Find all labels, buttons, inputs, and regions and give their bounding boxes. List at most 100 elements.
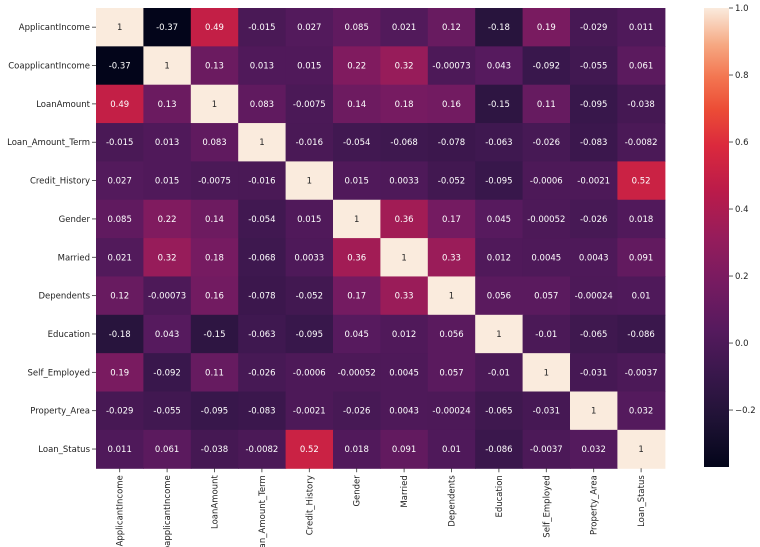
y-tick-label-coapplicantincome: CoapplicantIncome [8, 62, 90, 72]
heatmap-cell-coapplicantincome-self-employed [522, 46, 571, 86]
cell-value-label: 0.091 [392, 445, 416, 455]
heatmap-cell-credit-history-education [475, 161, 524, 201]
heatmap-cell-self-employed-credit-history [285, 353, 334, 393]
x-tick-label-loan-status: Loan_Status [637, 475, 647, 527]
cell-value-label: -0.00052 [338, 368, 376, 378]
cell-value-label: -0.00052 [527, 215, 565, 225]
cell-value-label: 0.021 [392, 23, 416, 33]
heatmap-cell-self-employed-loan-status [617, 353, 666, 393]
heatmap-cell-credit-history-gender [333, 161, 381, 201]
cell-value-label: 0.14 [347, 100, 366, 110]
cell-value-label: -0.086 [485, 445, 512, 455]
heatmap-cell-property-area-loan-amount-term [238, 391, 287, 431]
colorbar-tick-label: 0.2 [735, 272, 749, 282]
heatmap-cell-dependents-gender [333, 276, 381, 316]
cell-value-label: -0.078 [248, 292, 275, 302]
heatmap-cell-education-dependents [427, 314, 476, 354]
cell-value-label: 1 [354, 215, 359, 225]
heatmap-cell-education-loanamount [190, 314, 239, 354]
heatmap-cell-applicantincome-gender [333, 8, 381, 47]
cell-value-label: 0.17 [347, 292, 366, 302]
heatmap-cell-gender-loanamount [190, 199, 239, 239]
heatmap-cell-labels: 1 -0.37 0.49 -0.015 0.027 0.085 0.021 0.12 -0.18… [106, 23, 658, 455]
cell-value-label: -0.095 [201, 407, 228, 417]
heatmap-cell-loanamount-property-area [570, 84, 618, 124]
cell-value-label: 0.045 [487, 215, 511, 225]
cell-value-label: -0.086 [627, 330, 654, 340]
heatmap-cell-self-employed-applicantincome [96, 353, 144, 393]
heatmap-cell-loan-status-loanamount [190, 429, 239, 469]
cell-value-label: 0.0043 [389, 407, 419, 417]
cell-value-label: -0.026 [248, 368, 275, 378]
heatmap-cell-married-applicantincome [96, 238, 144, 278]
heatmap-cell-coapplicantincome-loan-amount-term [238, 46, 287, 86]
heatmap-cell-credit-history-dependents [427, 161, 476, 201]
cell-value-label: 0.49 [110, 100, 129, 110]
cell-value-label: -0.052 [438, 177, 465, 187]
heatmap-cell-married-credit-history [285, 238, 334, 278]
heatmap-cell-loan-amount-term-married [380, 123, 429, 162]
cell-value-label: -0.029 [106, 407, 133, 417]
cell-value-label: -0.015 [106, 138, 133, 148]
cell-value-label: -0.015 [248, 23, 275, 33]
cell-value-label: 0.13 [205, 62, 224, 72]
heatmap-cell-self-employed-education [475, 353, 524, 393]
cell-value-label: 0.16 [442, 100, 461, 110]
y-tick-label-education: Education [48, 330, 90, 340]
cell-value-label: 0.01 [442, 445, 461, 455]
heatmap-cell-loan-amount-term-education [475, 123, 524, 162]
cell-value-label: -0.029 [580, 23, 607, 33]
heatmap-cell-married-education [475, 238, 524, 278]
heatmap-cell-applicantincome-dependents [427, 8, 476, 47]
y-tick-label-loanamount: LoanAmount [36, 100, 90, 110]
cell-value-label: 0.52 [300, 445, 319, 455]
cell-value-label: -0.063 [485, 138, 512, 148]
heatmap-cell-gender-gender [333, 199, 381, 239]
heatmap-cell-loanamount-married [380, 84, 429, 124]
heatmap-cell-gender-credit-history [285, 199, 334, 239]
heatmap-cell-dependents-property-area [570, 276, 618, 316]
heatmap-cell-loanamount-coapplicantincome [143, 84, 192, 124]
y-tick-label-dependents: Dependents [38, 292, 90, 302]
heatmap-cell-loan-status-applicantincome [96, 429, 144, 469]
cell-value-label: -0.00024 [432, 407, 470, 417]
cell-value-label: -0.095 [580, 100, 607, 110]
heatmap-cell-loan-status-dependents [427, 429, 476, 469]
cell-value-label: 0.015 [297, 62, 321, 72]
heatmap-cell-property-area-coapplicantincome [143, 391, 192, 431]
cell-value-label: 1 [401, 253, 406, 263]
cell-value-label: 0.027 [108, 177, 132, 187]
cell-value-label: 0.0033 [389, 177, 419, 187]
y-tick-label-loan-amount-term: Loan_Amount_Term [7, 138, 90, 148]
heatmap-cell-dependents-self-employed [522, 276, 571, 316]
cell-value-label: 1 [638, 445, 643, 455]
heatmap-cell-credit-history-self-employed [522, 161, 571, 201]
cell-value-label: -0.092 [533, 62, 560, 72]
cell-value-label: 0.011 [629, 23, 653, 33]
heatmap-cell-coapplicantincome-gender [333, 46, 381, 86]
heatmap-cell-loan-status-loan-status [617, 429, 666, 469]
cell-value-label: -0.031 [580, 368, 607, 378]
heatmap-cell-credit-history-loanamount [190, 161, 239, 201]
heatmap-cell-coapplicantincome-applicantincome [96, 46, 144, 86]
cell-value-label: -0.031 [533, 407, 560, 417]
y-tick-label-self-employed: Self_Employed [28, 368, 91, 378]
heatmap-cell-credit-history-applicantincome [96, 161, 144, 201]
heatmap-cell-self-employed-gender [333, 353, 381, 393]
heatmap-cell-married-loan-status [617, 238, 666, 278]
cell-value-label: 0.057 [439, 368, 463, 378]
cell-value-label: -0.0037 [530, 445, 563, 455]
cell-value-label: -0.095 [296, 330, 323, 340]
heatmap-cell-loan-status-self-employed [522, 429, 571, 469]
cell-value-label: 0.091 [629, 253, 653, 263]
heatmap-cell-loanamount-loan-status [617, 84, 666, 124]
heatmap-cell-coapplicantincome-property-area [570, 46, 618, 86]
cell-value-label: 0.19 [110, 368, 129, 378]
heatmap-cell-married-self-employed [522, 238, 571, 278]
heatmap-cell-education-self-employed [522, 314, 571, 354]
cell-value-label: -0.054 [248, 215, 275, 225]
x-tick-label-applicantincome: ApplicantIncome [116, 475, 126, 546]
cell-value-label: -0.00073 [148, 292, 186, 302]
heatmap-cell-gender-married [380, 199, 429, 239]
heatmap-cell-loan-amount-term-loan-amount-term [238, 123, 287, 162]
